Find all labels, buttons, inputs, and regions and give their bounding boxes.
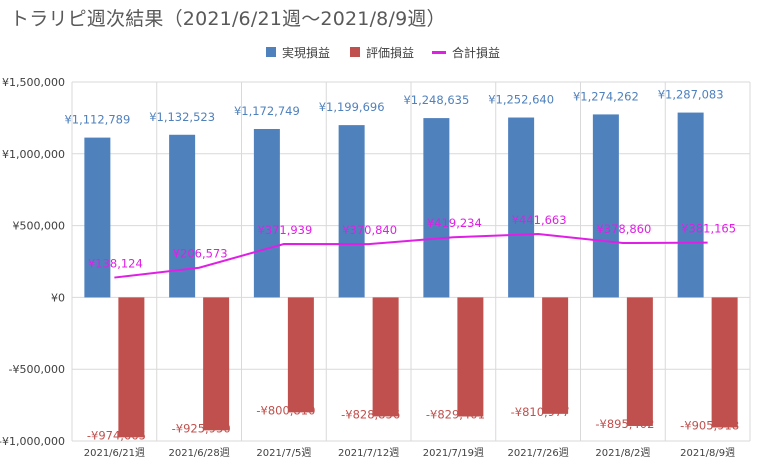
data-label-realized: ¥1,199,696 [319,100,385,114]
x-tick-label: 2021/8/9週 [680,447,735,459]
y-tick-label: ¥0 [51,291,65,304]
bar-unrealized [203,297,230,431]
axis-layer: ¥1,500,000 ¥1,000,000 ¥500,000 ¥0 -¥500,000 -… [0,76,735,459]
x-tick-label: 2021/7/19週 [423,447,484,459]
data-label-total: ¥419,234 [427,216,482,230]
data-label-total: ¥371,939 [257,223,312,237]
bar-unrealized [118,297,145,438]
bar-unrealized [457,297,484,417]
data-label-unrealized: -¥828,856 [341,407,400,421]
data-label-unrealized: -¥895,402 [595,417,654,431]
data-label-total: ¥381,165 [681,222,736,236]
bar-realized [169,134,196,298]
x-tick-label: 2021/8/2週 [595,447,650,459]
data-label-total: ¥138,124 [88,257,143,271]
y-tick-label: -¥500,000 [9,363,65,376]
line-total [114,232,708,279]
legend-line-total [432,50,446,54]
data-label-unrealized: -¥800,810 [256,403,315,417]
data-label-total: ¥370,840 [342,223,397,237]
y-tick-label: ¥1,000,000 [2,148,65,161]
bar-unrealized [711,297,738,428]
data-label-unrealized: -¥925,950 [172,421,231,435]
data-label-realized: ¥1,252,640 [488,93,554,107]
chart-title: トラリピ週次結果（2021/6/21週～2021/8/9週） [10,8,446,30]
x-tick-label: 2021/7/12週 [338,447,399,459]
legend-item-total: 合計損益 [432,42,500,62]
data-label-total: ¥206,573 [173,247,228,261]
legend-label-realized: 実現損益 [282,45,331,60]
data-label-unrealized: -¥829,401 [426,408,485,422]
x-tick-label: 2021/7/5週 [256,447,311,459]
bar-realized [338,125,365,298]
data-label-total: ¥441,663 [512,213,567,227]
bar-unrealized [542,297,569,414]
data-label-unrealized: -¥974,665 [87,428,146,442]
legend-swatch-unrealized [350,47,360,57]
bar-realized [508,117,535,298]
legend: 実現損益 評価損益 合計損益 [0,42,760,62]
x-tick-label: 2021/7/26週 [507,447,568,459]
data-label-total: ¥378,860 [596,222,651,236]
label-layer: ¥1,112,789 ¥138,124 -¥974,665 ¥1,132,523 ¥20… [64,88,739,443]
data-label-realized: ¥1,172,749 [234,104,300,118]
data-label-realized: ¥1,248,635 [403,93,469,107]
x-tick-label: 2021/6/28週 [168,447,229,459]
data-label-realized: ¥1,112,789 [64,113,130,127]
bar-unrealized [626,297,653,426]
data-label-realized: ¥1,132,523 [149,110,215,124]
bar-unrealized [372,297,399,417]
y-tick-label: -¥1,000,000 [0,435,65,448]
bar-realized [592,114,619,298]
bar-realized [84,137,111,298]
data-label-realized: ¥1,274,262 [573,89,639,103]
legend-item-unrealized: 評価損益 [350,42,414,62]
bar-realized [677,112,704,298]
data-label-unrealized: -¥905,918 [680,418,739,432]
legend-label-unrealized: 評価損益 [366,45,415,60]
bar-realized [253,128,280,298]
legend-swatch-realized [266,47,276,57]
line-layer [114,232,708,279]
x-tick-label: 2021/6/21週 [84,447,145,459]
legend-label-total: 合計損益 [452,45,501,60]
legend-item-realized: 実現損益 [266,42,330,62]
bar-unrealized [287,297,314,413]
data-label-unrealized: -¥810,977 [511,405,570,419]
y-tick-label: ¥1,500,000 [2,76,65,89]
bar-realized [423,118,450,298]
data-label-realized: ¥1,287,083 [658,88,724,102]
bar-layer [84,112,738,438]
y-tick-label: ¥500,000 [13,220,66,233]
